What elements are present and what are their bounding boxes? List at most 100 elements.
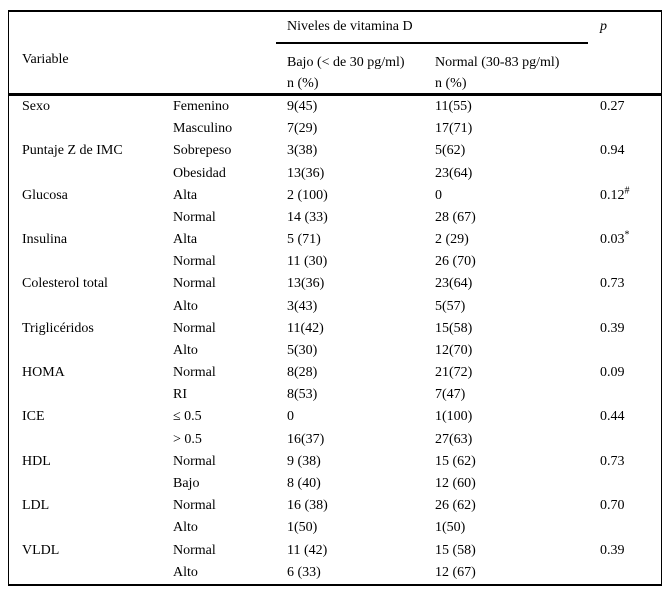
bajo-cell: 7(29): [287, 121, 318, 137]
p-cell: 0.12#: [600, 185, 630, 203]
p-value-column-header: p: [600, 19, 607, 34]
normal-column-header-line1: Normal (30-83 pg/ml): [435, 55, 560, 70]
category-cell: Normal: [173, 209, 216, 225]
spanner-underline-rule: [276, 42, 588, 44]
normal-cell: 28 (67): [435, 209, 476, 225]
category-cell: Normal: [173, 365, 216, 381]
bajo-column-header-line1: Bajo (< de 30 pg/ml): [287, 55, 405, 70]
bajo-cell: 5(30): [287, 342, 318, 358]
bajo-cell: 1(50): [287, 520, 318, 536]
bajo-cell: 9(45): [287, 99, 318, 115]
bajo-cell: 11 (30): [287, 254, 328, 270]
bajo-cell: 13(36): [287, 165, 325, 181]
vitamin-d-levels-spanner-header: Niveles de vitamina D: [287, 19, 413, 34]
table-row: RI 8(53) 7(47): [9, 386, 661, 404]
p-cell: 0.94: [600, 143, 625, 159]
variable-cell: Triglicéridos: [22, 320, 94, 336]
table-row: Obesidad 13(36) 23(64): [9, 165, 661, 183]
category-cell: Alto: [173, 520, 198, 536]
bajo-cell: 0: [287, 409, 294, 425]
table-row: Masculino 7(29) 17(71): [9, 120, 661, 138]
p-cell: 0.39: [600, 542, 625, 558]
table-row: Sexo Femenino 9(45) 11(55) 0.27: [9, 98, 661, 116]
bajo-cell: 16 (38): [287, 498, 328, 514]
bajo-cell: 11 (42): [287, 542, 328, 558]
normal-cell: 1(50): [435, 520, 466, 536]
p-value-superscript: *: [624, 229, 630, 241]
category-cell: > 0.5: [173, 431, 202, 447]
category-cell: Normal: [173, 542, 216, 558]
bajo-cell: 2 (100): [287, 187, 328, 203]
normal-column-header-line2: n (%): [435, 76, 467, 91]
bajo-cell: 8 (40): [287, 476, 321, 491]
p-cell: 0.73: [600, 453, 625, 469]
table-row: ICE ≤ 0.5 0 1(100) 0.44: [9, 408, 661, 426]
normal-cell: 2 (29): [435, 232, 469, 248]
table-row: Alto 5(30) 12(70): [9, 342, 661, 360]
table-row: Normal 14 (33) 28 (67): [9, 209, 661, 227]
normal-cell: 12 (60): [435, 476, 476, 491]
p-cell: 0.44: [600, 409, 625, 425]
table-row: Alto 1(50) 1(50): [9, 519, 661, 537]
table-row: VLDL Normal 11 (42) 15 (58) 0.39: [9, 542, 661, 560]
bajo-cell: 14 (33): [287, 209, 328, 225]
category-cell: Alto: [173, 298, 198, 314]
normal-cell: 15 (58): [435, 542, 476, 558]
category-cell: Normal: [173, 254, 216, 270]
bajo-column-header: Bajo (< de 30 pg/ml) n (%): [287, 52, 405, 94]
normal-cell: 12 (67): [435, 564, 476, 580]
normal-cell: 15(58): [435, 320, 473, 336]
category-cell: Alta: [173, 232, 198, 248]
category-cell: Bajo: [173, 476, 200, 491]
normal-cell: 7(47): [435, 387, 466, 403]
table-row: HDL Normal 9 (38) 15 (62) 0.73: [9, 453, 661, 471]
normal-cell: 12(70): [435, 342, 473, 358]
category-cell: Masculino: [173, 121, 233, 137]
statistics-table: Niveles de vitamina D p Variable Bajo (<…: [8, 10, 662, 586]
bajo-cell: 8(53): [287, 387, 318, 403]
table-row: Glucosa Alta 2 (100) 0 0.12#: [9, 185, 661, 205]
category-cell: ≤ 0.5: [173, 409, 202, 425]
variable-cell: Colesterol total: [22, 276, 108, 292]
normal-cell: 26 (70): [435, 254, 476, 270]
bajo-cell: 5 (71): [287, 232, 321, 248]
bajo-cell: 16(37): [287, 431, 325, 447]
variable-cell: Puntaje Z de IMC: [22, 143, 123, 159]
normal-cell: 0: [435, 187, 442, 203]
category-cell: Alto: [173, 564, 198, 580]
table-row: Colesterol total Normal 13(36) 23(64) 0.73: [9, 275, 661, 293]
normal-cell: 26 (62): [435, 498, 476, 514]
category-cell: RI: [173, 387, 187, 403]
p-cell: 0.27: [600, 99, 625, 115]
category-cell: Alto: [173, 342, 198, 358]
category-cell: Normal: [173, 276, 216, 292]
table-body: Sexo Femenino 9(45) 11(55) 0.27 Masculino 7(29…: [9, 96, 661, 584]
bajo-cell: 3(43): [287, 298, 318, 314]
p-cell: 0.39: [600, 320, 625, 336]
table-row: Bajo 8 (40) 12 (60): [9, 475, 661, 493]
variable-cell: HOMA: [22, 365, 65, 381]
normal-cell: 1(100): [435, 409, 473, 425]
normal-cell: 23(64): [435, 276, 473, 292]
normal-cell: 11(55): [435, 99, 472, 115]
category-cell: Normal: [173, 498, 216, 514]
bajo-cell: 13(36): [287, 276, 325, 292]
variable-cell: VLDL: [22, 542, 60, 558]
p-cell: 0.09: [600, 365, 625, 381]
p-cell: 0.70: [600, 498, 625, 514]
normal-cell: 5(62): [435, 143, 466, 159]
normal-cell: 5(57): [435, 298, 466, 314]
table-row: > 0.5 16(37) 27(63): [9, 431, 661, 449]
category-cell: Sobrepeso: [173, 143, 232, 159]
table-row: Puntaje Z de IMC Sobrepeso 3(38) 5(62) 0.94: [9, 142, 661, 160]
variable-cell: Sexo: [22, 99, 50, 115]
normal-cell: 17(71): [435, 121, 473, 137]
bajo-column-header-line2: n (%): [287, 76, 319, 91]
variable-cell: ICE: [22, 409, 45, 425]
variable-cell: LDL: [22, 498, 50, 514]
table-row: Triglicéridos Normal 11(42) 15(58) 0.39: [9, 320, 661, 338]
normal-cell: 27(63): [435, 431, 473, 447]
p-cell: 0.03*: [600, 229, 630, 248]
header-separator-rule: [9, 93, 661, 96]
